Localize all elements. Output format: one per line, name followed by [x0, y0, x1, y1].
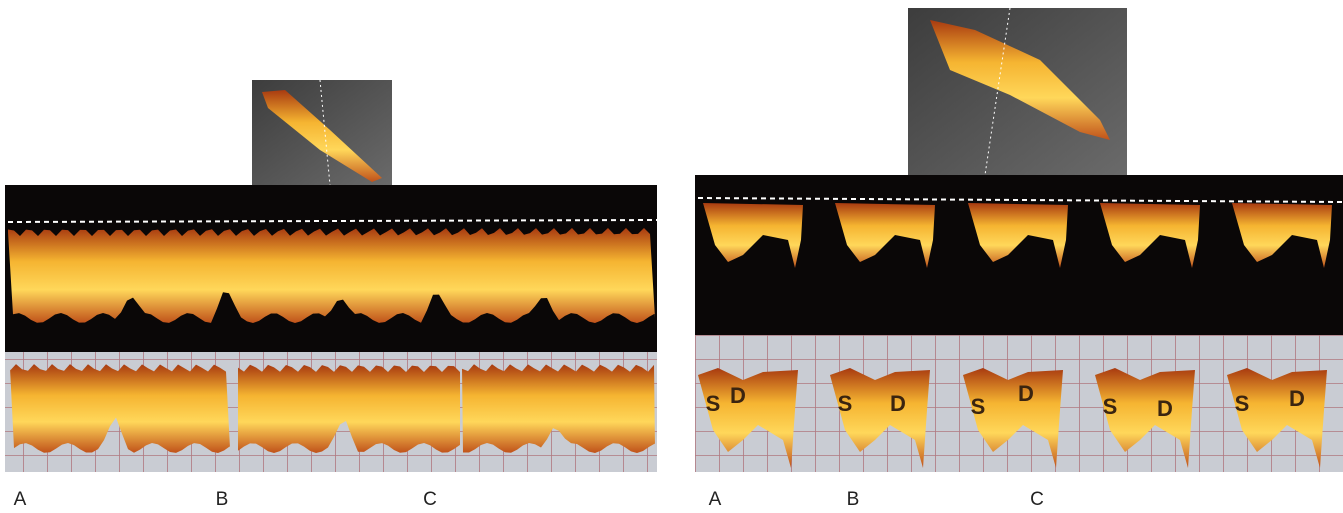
- doppler-band: [695, 175, 1343, 335]
- label: B: [847, 489, 860, 510]
- waveform: [703, 203, 803, 268]
- label: A: [709, 489, 722, 510]
- waveform-label: S: [1103, 394, 1118, 419]
- waveform: [1095, 368, 1195, 468]
- waveform-label: D: [1157, 396, 1173, 421]
- waveform: [10, 364, 230, 453]
- waveform: [963, 368, 1063, 468]
- waveforms: [8, 228, 655, 453]
- waveforms: [698, 203, 1332, 468]
- vessel: [262, 90, 382, 182]
- waveform: [1232, 203, 1332, 268]
- label: C: [423, 489, 437, 510]
- waveform-label: D: [730, 383, 746, 408]
- waveform-label: D: [1018, 381, 1034, 406]
- waveform-labels: S D S D SDS D S D: [706, 381, 1305, 421]
- label: A: [14, 489, 27, 510]
- left-panel: A B C: [5, 79, 658, 510]
- label: B: [216, 489, 229, 510]
- right-panel: A B C S D S D SDS D S D: [695, 7, 1343, 510]
- cursor-line: [984, 7, 1011, 176]
- waveform-label: S: [971, 394, 986, 419]
- waveform: [835, 203, 935, 268]
- waveform: [1227, 368, 1327, 468]
- waveform-label: S: [838, 391, 853, 416]
- waveform-label: D: [1289, 386, 1305, 411]
- waveform-label: D: [890, 391, 906, 416]
- waveform: [968, 203, 1068, 268]
- waveform: [462, 364, 655, 453]
- waveform: [698, 368, 798, 468]
- waveform-label: S: [1235, 391, 1250, 416]
- label: C: [1030, 489, 1044, 510]
- waveform: [8, 228, 655, 323]
- waveform: [238, 364, 460, 453]
- vessel: [930, 20, 1110, 140]
- waveform: [1100, 203, 1200, 268]
- waveform: [830, 368, 930, 468]
- baseline: [7, 219, 658, 223]
- waveform-label: S: [706, 391, 721, 416]
